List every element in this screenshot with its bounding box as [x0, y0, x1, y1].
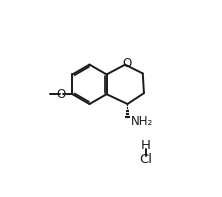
Text: H: H — [141, 139, 151, 152]
Text: Cl: Cl — [139, 153, 152, 166]
Text: O: O — [56, 88, 66, 101]
Text: NH₂: NH₂ — [131, 115, 153, 128]
Text: O: O — [123, 57, 132, 70]
